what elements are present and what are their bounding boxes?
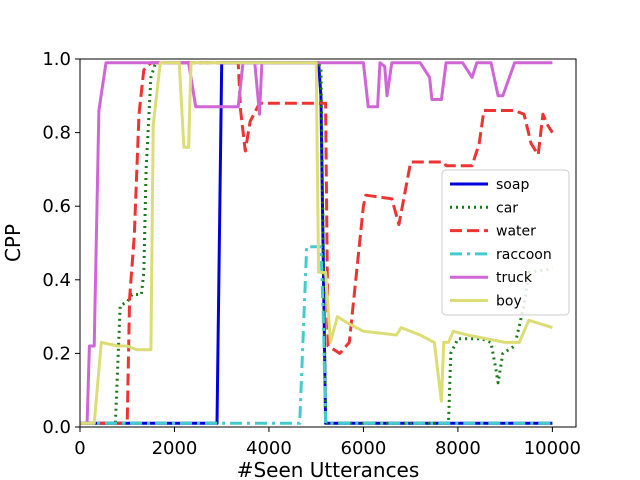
y-axis: 0.0 0.2 0.4 0.6 0.8 1.0	[42, 49, 80, 438]
series-line-truck	[80, 61, 553, 425]
legend-label-boy: boy	[496, 294, 522, 310]
y-tick-label: 0.2	[42, 343, 71, 364]
y-tick-label: 0.6	[42, 196, 71, 217]
series-line-water	[80, 61, 554, 425]
legend-label-raccoon: raccoon	[496, 247, 552, 263]
y-axis-label: CPP	[1, 224, 25, 262]
x-tick-label: 8000	[435, 438, 481, 459]
plot-frame	[79, 58, 577, 428]
legend: soap car water raccoon truck boy	[441, 169, 570, 316]
y-tick-label: 0.8	[42, 123, 71, 144]
legend-label-soap: soap	[496, 177, 529, 193]
x-tick-label: 2000	[152, 438, 198, 459]
y-tick-label: 0.4	[42, 270, 71, 291]
y-tick-label: 0.0	[42, 417, 71, 438]
x-tick-label: 10000	[524, 438, 581, 459]
x-axis: 0 2000 4000 6000 8000 10000	[74, 427, 581, 459]
series-line-raccoon	[80, 245, 553, 425]
x-tick-label: 6000	[341, 438, 387, 459]
legend-label-water: water	[496, 224, 536, 240]
series-line-boy	[80, 61, 553, 425]
series-line-car	[80, 61, 553, 425]
x-tick-label: 0	[74, 438, 85, 459]
y-tick-label: 1.0	[42, 49, 71, 70]
legend-label-truck: truck	[496, 270, 533, 286]
plot-lines	[80, 61, 554, 425]
x-axis-label: #Seen Utterances	[237, 458, 420, 480]
legend-label-car: car	[496, 200, 518, 216]
legend-box	[441, 169, 570, 316]
x-tick-label: 4000	[246, 438, 292, 459]
